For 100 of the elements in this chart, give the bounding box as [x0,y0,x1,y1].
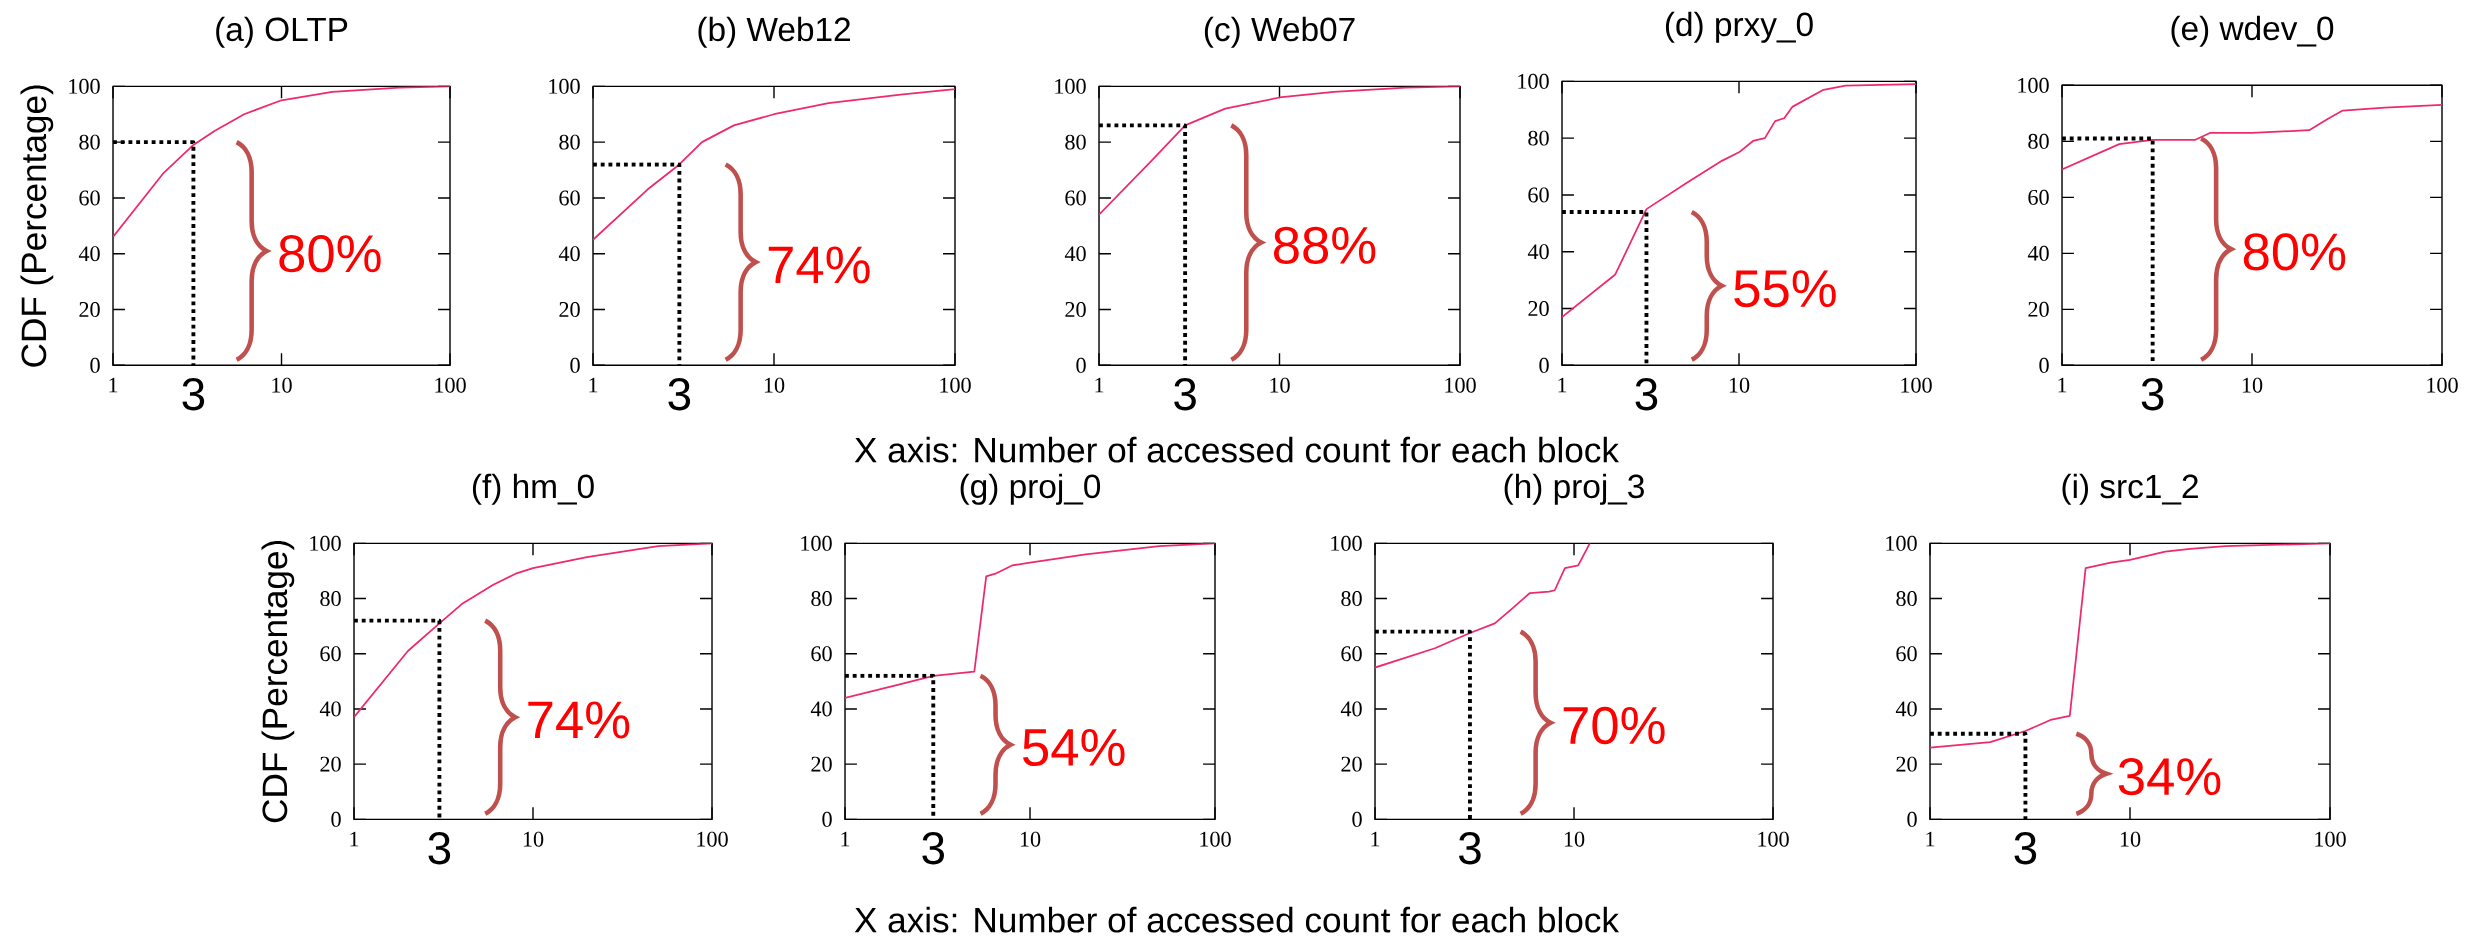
y-tick-label: 80 [559,134,580,150]
y-tick-label: 60 [320,646,341,662]
y-tick-label: 40 [78,246,100,262]
y-tick-label: 100 [801,535,832,551]
chart-title: (i) src1_2 [2062,473,2198,505]
text: 3 [1174,377,1196,411]
y-tick-label: 60 [2028,189,2049,205]
y-tick-label: 20 [2028,301,2049,317]
y-tick-label: 20 [559,301,580,317]
x-tick-label: 10 [1270,377,1290,393]
x-axis-title: X axis: Number of accessed count for each block [854,906,1620,933]
y-tick-label: 100 [2018,77,2049,93]
x-tick-label: 10 [1564,831,1585,847]
y-tick-label: 100 [69,78,100,94]
y-tick-label: 20 [1341,756,1362,772]
chart-title: (h) proj_3 [1504,473,1644,505]
x-tick-label: 100 [940,377,971,393]
text: 3 [182,377,205,411]
y-tick-label: 20 [320,756,341,772]
y-tick-label: 0 [570,357,580,373]
y-tick-label: 60 [79,190,100,206]
y-tick-label: 60 [1528,187,1549,203]
y-tick-label: 60 [1065,190,1086,206]
chart-title: (d) prxy_0 [1665,11,1813,43]
text: 3 [922,831,944,865]
x-tick-label: 100 [435,377,466,393]
y-tick-label: 100 [1055,78,1086,94]
y-tick-label: 100 [1518,73,1549,89]
x-tick-label: 10 [272,377,292,393]
y-tick-label: 0 [2039,357,2049,373]
x-tick-label: 10 [2242,377,2263,393]
y-tick-label: 80 [1528,130,1549,146]
y-tick-label: 100 [1331,535,1362,551]
y-tick-label: 60 [559,190,580,206]
y-tick-label: 80 [1065,134,1086,150]
y-tick-label: 20 [1528,300,1549,316]
y-tick-label: 20 [811,756,832,772]
x-tick-label: 1 [589,377,598,393]
y-tick-label: 80 [811,590,832,606]
x-tick-label: 1 [350,831,359,847]
y-tick-label: 40 [1895,701,1917,717]
y-tick-label: 0 [331,811,341,827]
x-axis-title: X axis: Number of accessed count for each block [854,436,1620,463]
y-tick-label: 80 [79,134,100,150]
annotation: 80% [279,234,381,273]
x-tick-label: 1 [2058,377,2067,393]
y-tick-label: 40 [810,701,832,717]
y-tick-label: 80 [1896,590,1917,606]
chart-title: (a) OLTP [216,16,348,48]
x-tick-label: 1 [1095,377,1104,393]
x-tick-label: 1 [1926,831,1935,847]
y-tick-label: 80 [320,590,341,606]
x-tick-label: 100 [1445,377,1476,393]
y-tick-label: 40 [2027,245,2049,261]
y-tick-label: 80 [2028,133,2049,149]
text: 3 [2141,377,2164,411]
text: 3 [668,377,691,411]
y-tick-label: 20 [1065,301,1086,317]
x-tick-label: 10 [764,377,785,393]
x-tick-label: 100 [2427,377,2458,393]
y-tick-label: 40 [558,246,580,262]
y-tick-label: 60 [811,646,832,662]
y-axis-title: CDF (Percentage) [261,540,295,822]
chart-title: (g) proj_0 [960,473,1101,505]
y-tick-label: 40 [1527,244,1549,260]
chart-title: (b) Web12 [698,16,850,48]
y-tick-label: 100 [310,535,341,551]
annotation: 55% [1734,269,1836,308]
annotation: 34% [2118,757,2221,796]
text: 3 [1459,831,1481,865]
y-tick-label: 0 [1352,811,1362,827]
annotation: 70% [1563,706,1665,744]
y-tick-label: 40 [1340,701,1362,717]
y-tick-label: 20 [1896,756,1917,772]
y-tick-label: 0 [822,811,832,827]
x-tick-label: 100 [1200,831,1231,847]
chart-title: (e) wdev_0 [2171,15,2334,47]
y-tick-label: 100 [1886,535,1917,551]
x-tick-label: 1 [841,831,850,847]
y-tick-label: 0 [90,357,100,373]
y-tick-label: 0 [1907,811,1917,827]
y-tick-label: 40 [1064,246,1086,262]
annotation: 88% [1274,226,1376,264]
text: 3 [1635,377,1658,411]
text: 3 [428,831,451,865]
x-tick-label: 100 [697,831,728,847]
annotation: 54% [1023,728,1125,766]
chart-title: (f) hm_0 [472,473,594,505]
x-tick-label: 1 [109,377,118,393]
y-tick-label: 100 [549,78,580,94]
y-tick-label: 0 [1539,357,1549,373]
chart-title: (c) Web07 [1204,16,1355,48]
x-tick-label: 1 [1558,377,1567,393]
x-tick-label: 1 [1371,831,1380,847]
y-axis-title: CDF (Percentage) [20,85,54,367]
x-tick-label: 100 [2315,831,2346,847]
y-tick-label: 20 [79,301,100,317]
text: 3 [2014,831,2037,865]
x-tick-label: 100 [1758,831,1789,847]
y-tick-label: 40 [319,701,341,717]
